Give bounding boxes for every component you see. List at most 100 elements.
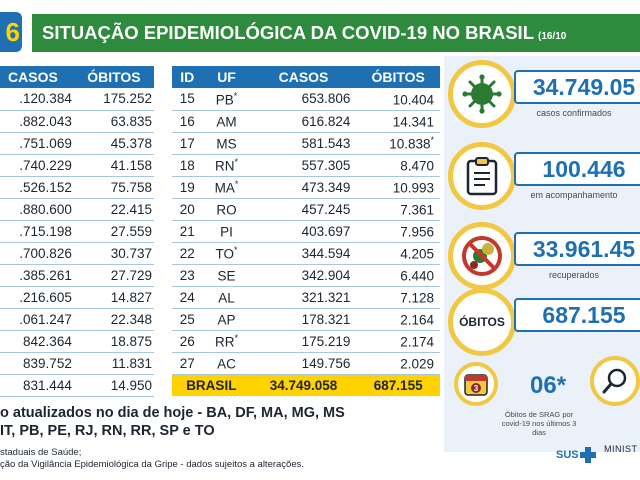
sus-label: SUS bbox=[556, 449, 579, 461]
cell-casos: .751.069 bbox=[0, 132, 74, 155]
table-row: .061.247 22.348 bbox=[0, 308, 154, 331]
cell-uf-value: AP bbox=[217, 312, 236, 328]
cell-casos: 342.904 bbox=[250, 264, 357, 287]
cell-uf: RR* bbox=[202, 330, 251, 353]
cell-obitos-value: 7.361 bbox=[400, 202, 434, 218]
table-row: 23 SE 342.904 6.440 bbox=[172, 264, 440, 287]
cell-casos-value: 149.756 bbox=[301, 355, 351, 371]
table-row: .385.261 27.729 bbox=[0, 264, 154, 287]
cell-casos: 557.305 bbox=[250, 154, 357, 177]
table-row: .216.605 14.827 bbox=[0, 286, 154, 309]
table-row: .740.229 41.158 bbox=[0, 154, 154, 177]
cell-obitos: 22.348 bbox=[73, 308, 154, 331]
cell-obitos: 14.827 bbox=[73, 286, 154, 309]
deaths-value: 687.155 bbox=[514, 298, 640, 332]
cell-casos: 473.349 bbox=[250, 176, 357, 199]
asterisk-mark: * bbox=[233, 90, 238, 101]
table-row: .751.069 45.378 bbox=[0, 132, 154, 155]
cell-casos: 149.756 bbox=[250, 352, 357, 375]
table-row: 831.444 14.950 bbox=[0, 374, 154, 397]
cell-obitos: 10.838* bbox=[356, 132, 440, 155]
cell-obitos-value: 7.128 bbox=[400, 290, 434, 306]
cell-id: 25 bbox=[172, 308, 203, 331]
recovered-value: 33.961.45 bbox=[514, 232, 640, 266]
bulletin-number: 6 bbox=[0, 12, 22, 52]
cell-id-value: 15 bbox=[179, 91, 195, 107]
monitoring-value: 100.446 bbox=[514, 152, 640, 186]
cell-uf-value: AL bbox=[218, 290, 235, 306]
cell-casos-value: 581.543 bbox=[301, 135, 351, 151]
search-circle bbox=[590, 356, 640, 406]
cell-obitos: 63.835 bbox=[73, 110, 154, 133]
cell-casos-value: 342.904 bbox=[301, 267, 351, 283]
cell-obitos: 45.378 bbox=[73, 132, 154, 155]
cell-obitos: 10.404 bbox=[356, 88, 440, 111]
confirmed-circle bbox=[448, 60, 516, 128]
cell-id: 21 bbox=[172, 220, 203, 243]
cell-id: 15 bbox=[172, 88, 203, 111]
cell-uf: TO* bbox=[202, 242, 251, 265]
sus-logo: SUS bbox=[556, 446, 597, 464]
cell-obitos-value: 2.164 bbox=[400, 312, 434, 328]
asterisk-mark: * bbox=[430, 134, 434, 145]
srag-value: 06* bbox=[530, 372, 567, 399]
cell-casos: .882.043 bbox=[0, 110, 74, 133]
cell-obitos: 22.415 bbox=[73, 198, 154, 221]
col-header-id: ID bbox=[172, 66, 203, 88]
cell-obitos-value: 10.404 bbox=[392, 92, 434, 107]
cell-casos: 344.594 bbox=[250, 242, 357, 265]
cell-obitos-value: 14.341 bbox=[392, 114, 434, 130]
cell-casos: 403.697 bbox=[250, 220, 357, 243]
source-line1: staduais de Saúde; bbox=[0, 447, 82, 458]
stat-deaths: ÓBITOS 687.155 bbox=[448, 288, 640, 360]
update-note: o atualizados no dia de hoje - BA, DF, M… bbox=[0, 404, 460, 440]
asterisk-mark: * bbox=[234, 156, 239, 167]
table-row: 16 AM 616.824 14.341 bbox=[172, 110, 440, 133]
cell-obitos-value: 4.205 bbox=[400, 246, 434, 262]
table-row: 21 PI 403.697 7.956 bbox=[172, 220, 440, 243]
cell-id: 27 bbox=[172, 352, 203, 375]
cell-obitos: 41.158 bbox=[73, 154, 154, 177]
total-label: BRASIL bbox=[172, 374, 251, 396]
title-date: (16/10 bbox=[538, 31, 567, 42]
cell-uf: AL bbox=[202, 286, 251, 309]
deaths-label: ÓBITOS bbox=[459, 315, 505, 329]
cell-obitos: 8.470 bbox=[356, 154, 440, 177]
asterisk-mark: * bbox=[234, 332, 239, 343]
table-row: 842.364 18.875 bbox=[0, 330, 154, 353]
cell-id-value: 22 bbox=[179, 245, 195, 261]
cell-casos-value: 616.824 bbox=[301, 113, 351, 129]
table-row: .715.198 27.559 bbox=[0, 220, 154, 243]
stat-confirmed: 34.749.05 casos confirmados bbox=[448, 60, 640, 132]
cell-casos-value: 457.245 bbox=[301, 201, 351, 217]
cell-id: 20 bbox=[172, 198, 203, 221]
cell-id-value: 18 bbox=[179, 157, 195, 173]
cell-id-value: 25 bbox=[179, 311, 195, 327]
cell-id-value: 20 bbox=[179, 201, 195, 217]
cell-obitos: 4.205 bbox=[356, 242, 440, 265]
cell-obitos-value: 2.029 bbox=[400, 356, 434, 372]
monitoring-circle bbox=[448, 142, 516, 210]
cell-obitos-value: 10.993 bbox=[392, 180, 434, 196]
cell-casos: .061.247 bbox=[0, 308, 74, 331]
stat-monitoring: 100.446 em acompanhamento bbox=[448, 142, 640, 214]
table-row: 20 RO 457.245 7.361 bbox=[172, 198, 440, 221]
cross-icon bbox=[579, 447, 596, 463]
table-row: .120.384 175.252 bbox=[0, 88, 154, 111]
cell-casos: 839.752 bbox=[0, 352, 74, 375]
cell-casos: 616.824 bbox=[250, 110, 357, 133]
update-note-line1: o atualizados no dia de hoje - BA, DF, M… bbox=[0, 405, 345, 421]
cell-obitos-value: 10.838 bbox=[389, 136, 431, 152]
cell-id: 16 bbox=[172, 110, 203, 133]
cell-casos-value: 344.594 bbox=[301, 245, 351, 261]
asterisk-mark: * bbox=[234, 244, 238, 255]
source-note: staduais de Saúde; ção da Vigilância Epi… bbox=[0, 447, 460, 471]
update-note-line2: IT, PB, PE, RJ, RN, RR, SP e TO bbox=[0, 423, 215, 439]
cell-uf-value: TO bbox=[215, 246, 235, 262]
cell-obitos: 2.164 bbox=[356, 308, 440, 331]
cell-casos: .880.600 bbox=[0, 198, 74, 221]
cell-id: 17 bbox=[172, 132, 203, 155]
right-states-table: ID UF CASOS ÓBITOS 15 PB* 653.806 10.404 16 A… bbox=[172, 66, 440, 396]
cell-casos-value: 321.321 bbox=[301, 289, 351, 305]
col-header-obitos: ÓBITOS bbox=[356, 66, 440, 88]
